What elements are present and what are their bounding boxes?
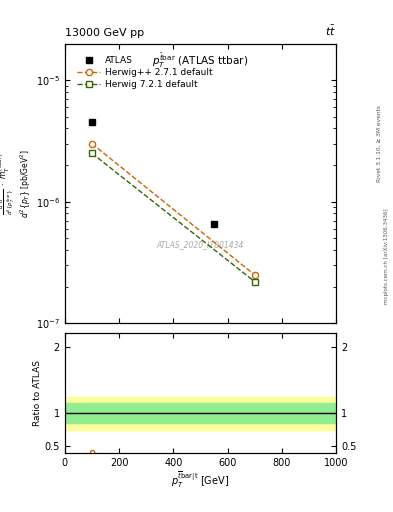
Bar [65, 396, 336, 430]
Text: ATLAS_2020_I1801434: ATLAS_2020_I1801434 [157, 241, 244, 249]
ATLAS [211, 221, 216, 227]
Y-axis label: Ratio to ATLAS: Ratio to ATLAS [33, 360, 42, 426]
Bar [65, 403, 336, 423]
Text: $t\bar{t}$: $t\bar{t}$ [325, 24, 336, 38]
Legend: ATLAS, Herwig++ 2.7.1 default, Herwig 7.2.1 default: ATLAS, Herwig++ 2.7.1 default, Herwig 7.… [75, 54, 215, 92]
Herwig++ 2.7.1 default [252, 272, 257, 278]
Herwig++ 2.7.1 default [90, 141, 94, 147]
Text: mcplots.cern.ch [arXiv:1306.3436]: mcplots.cern.ch [arXiv:1306.3436] [384, 208, 389, 304]
Text: Rivet 3.1.10, ≥ 3M events: Rivet 3.1.10, ≥ 3M events [377, 105, 382, 182]
ATLAS [90, 119, 94, 125]
Text: 13000 GeV pp: 13000 GeV pp [65, 28, 144, 38]
Line: Herwig++ 2.7.1 default: Herwig++ 2.7.1 default [89, 141, 258, 278]
Text: $p_T^{\bar{t}\rm{bar}}$ (ATLAS ttbar): $p_T^{\bar{t}\rm{bar}}$ (ATLAS ttbar) [152, 52, 249, 70]
Y-axis label: $\frac{d^2\sigma^{u}}{d^2\{p_T^{\bar{t}\rm{bar}}\}}\ \cdot\ m^{\{\bar{t}\rm{bar}: $\frac{d^2\sigma^{u}}{d^2\{p_T^{\bar{t}\… [0, 149, 33, 218]
X-axis label: $p^{\overline{t}\rm{bar}|t}_T$ [GeV]: $p^{\overline{t}\rm{bar}|t}_T$ [GeV] [171, 470, 230, 489]
Herwig 7.2.1 default [252, 279, 257, 285]
Line: Herwig 7.2.1 default: Herwig 7.2.1 default [89, 150, 258, 285]
Line: ATLAS: ATLAS [88, 119, 217, 228]
Herwig 7.2.1 default [90, 150, 94, 156]
